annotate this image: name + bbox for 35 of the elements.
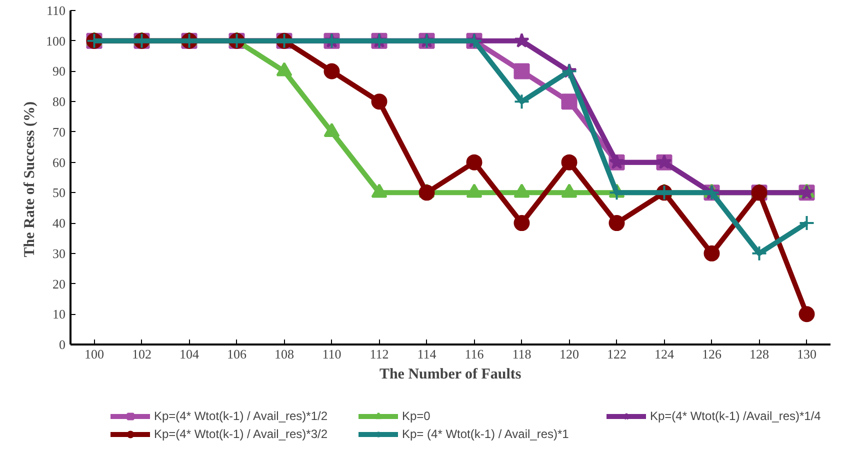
y-tick-label: 30 xyxy=(52,246,66,261)
x-tick-label: 130 xyxy=(797,346,816,362)
y-tick-label: 110 xyxy=(46,3,66,18)
x-tick-label: 100 xyxy=(84,346,104,362)
x-tick-label: 126 xyxy=(702,346,722,362)
y-tick-label: 10 xyxy=(52,306,66,322)
y-axis-title: The Rate of Success (%) xyxy=(22,101,38,258)
x-tick-label: 106 xyxy=(227,346,247,362)
x-tick-label: 112 xyxy=(370,346,389,362)
y-tick-label: 0 xyxy=(59,337,66,352)
x-tick-label: 104 xyxy=(180,346,200,362)
x-tick-label: 120 xyxy=(560,346,579,362)
x-tick-label: 128 xyxy=(750,346,769,362)
y-tick-label: 90 xyxy=(52,64,66,79)
x-tick-label: 116 xyxy=(464,346,484,362)
y-tick-label: 20 xyxy=(52,276,66,292)
x-tick-label: 124 xyxy=(654,346,674,362)
legend-label: Kp= (4* Wtot(k-1) / Avail_res)*1 xyxy=(402,427,570,441)
legend-label: Kp=(4* Wtot(k-1) /Avail_res)*1/4 xyxy=(650,409,822,423)
x-tick-label: 118 xyxy=(512,346,532,362)
y-tick-label: 70 xyxy=(52,124,66,140)
x-tick-label: 110 xyxy=(322,346,342,362)
legend-label: Kp=0 xyxy=(402,409,432,423)
y-tick-label: 60 xyxy=(52,154,66,170)
y-tick-label: 40 xyxy=(52,216,66,231)
x-tick-label: 114 xyxy=(417,346,437,362)
y-tick-label: 100 xyxy=(46,33,66,48)
x-tick-label: 102 xyxy=(132,346,152,362)
legend-label: Kp=(4* Wtot(k-1) / Avail_res)*3/2 xyxy=(154,427,329,441)
legend-label: Kp=(4* Wtot(k-1) / Avail_res)*1/2 xyxy=(154,409,329,423)
x-tick-label: 122 xyxy=(607,346,626,362)
x-axis-title: The Number of Faults xyxy=(379,366,522,382)
y-tick-label: 80 xyxy=(52,94,66,110)
y-tick-label: 50 xyxy=(52,185,66,200)
x-tick-label: 108 xyxy=(274,346,294,362)
